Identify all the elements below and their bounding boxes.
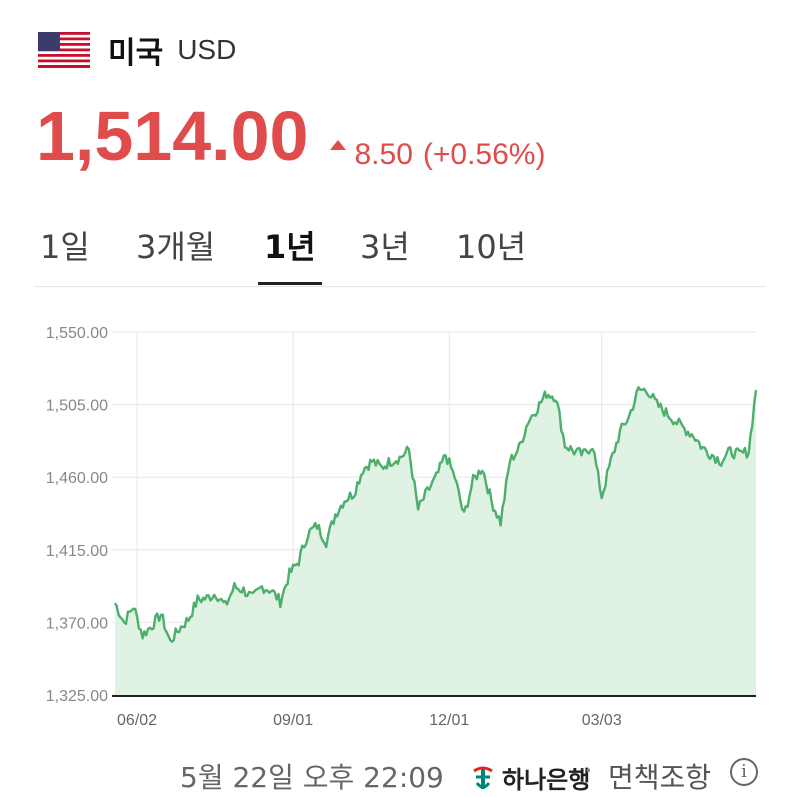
x-tick-label: 12/01 — [429, 712, 469, 729]
exchange-rate-chart[interactable]: 1,550.00 1,505.00 1,460.00 1,415.00 1,370.00… — [0, 300, 800, 750]
y-tick-label: 1,325.00 — [46, 688, 108, 705]
period-tabs: 1일 3개월 1년 3년 10년 — [34, 210, 766, 287]
currency-code: USD — [177, 34, 237, 65]
y-tick-label: 1,550.00 — [46, 325, 108, 342]
series-line — [113, 386, 758, 643]
tab-3-years[interactable]: 3년 — [360, 228, 410, 266]
y-tick-label: 1,505.00 — [46, 398, 108, 415]
tab-10-years[interactable]: 10년 — [456, 228, 527, 266]
y-tick-label: 1,415.00 — [46, 543, 108, 560]
x-tick-label: 06/02 — [117, 712, 157, 729]
active-tab-indicator — [258, 282, 322, 285]
x-tick-label: 03/03 — [582, 712, 622, 729]
currency-header: 미국 USD — [38, 28, 236, 72]
info-icon[interactable]: i — [730, 758, 758, 786]
y-tick-label: 1,370.00 — [46, 615, 108, 632]
exchange-rate: 1,514.00 — [36, 97, 309, 175]
separator-dot: · — [584, 754, 593, 787]
change-percent: (+0.56%) — [422, 138, 546, 171]
x-tick-label: 09/01 — [273, 712, 313, 729]
y-tick-label: 1,460.00 — [46, 470, 108, 487]
area-fill — [115, 387, 756, 695]
country-name: 미국 — [108, 36, 164, 71]
change-amount: 8.50 — [354, 138, 413, 171]
bank-source[interactable]: 하나은행 — [468, 760, 590, 795]
tab-1-year[interactable]: 1년 — [264, 228, 316, 266]
tab-3-months[interactable]: 3개월 — [136, 228, 216, 266]
tab-1-day[interactable]: 1일 — [40, 228, 90, 266]
bank-name: 하나은행 — [502, 766, 591, 794]
disclaimer-link[interactable]: 면책조항 — [608, 761, 712, 794]
quote-row: 1,514.00 8.50 (+0.56%) — [36, 96, 545, 180]
update-timestamp: 5월 22일 오후 22:09 — [180, 761, 444, 794]
hana-bank-logo-icon — [468, 763, 498, 793]
up-arrow-icon — [330, 140, 347, 150]
change-info: 8.50 (+0.56%) — [330, 138, 545, 172]
chart-svg[interactable]: 1,550.00 1,505.00 1,460.00 1,415.00 1,370.00… — [0, 300, 800, 750]
us-flag-icon — [38, 32, 90, 68]
footer: 5월 22일 오후 22:09 하나은행 · 면책조항 i — [0, 754, 800, 794]
